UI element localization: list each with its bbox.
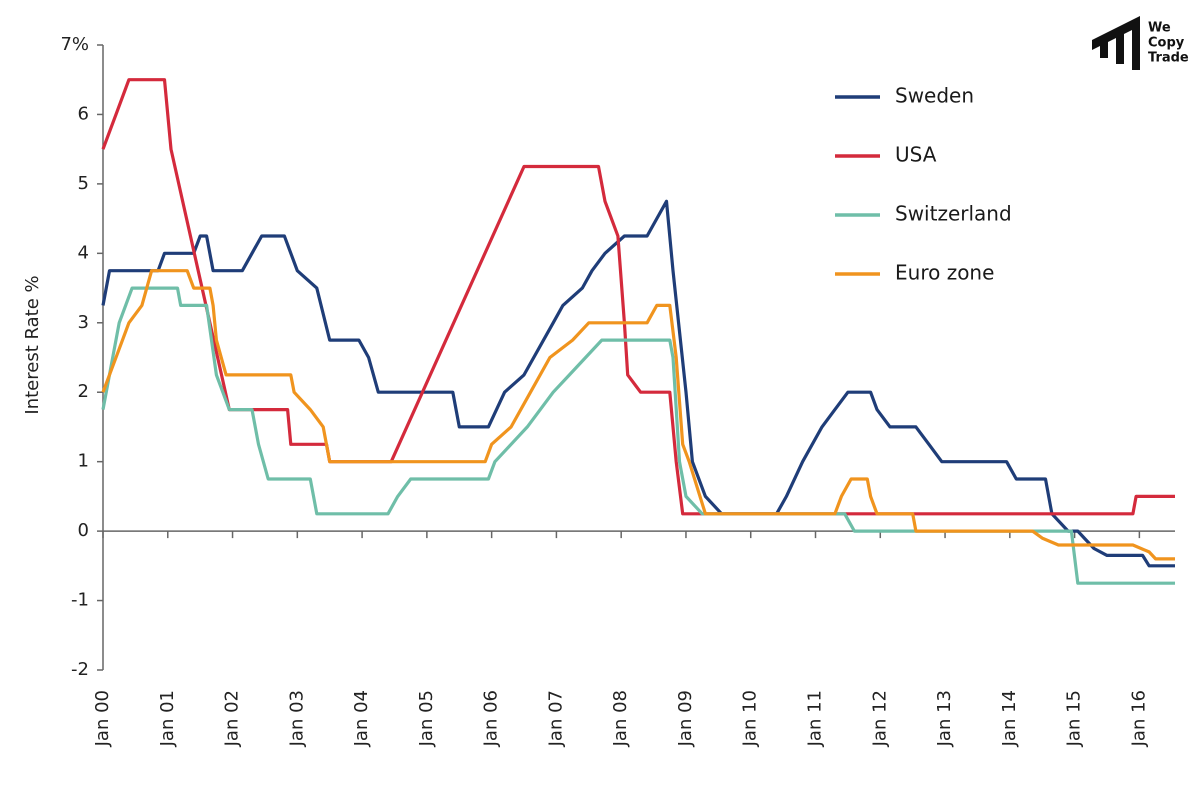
x-tick-label: Jan 06: [481, 690, 502, 747]
x-tick-label: Jan 09: [675, 690, 696, 747]
legend-label: USA: [895, 143, 937, 167]
y-tick-label: 7%: [60, 34, 89, 55]
x-tick-label: Jan 13: [934, 690, 955, 747]
x-tick-label: Jan 15: [1064, 690, 1085, 747]
x-tick-label: Jan 05: [416, 690, 437, 747]
logo-text: Copy: [1148, 36, 1185, 51]
legend-label: Euro zone: [895, 261, 994, 285]
x-tick-label: Jan 10: [740, 690, 761, 747]
x-tick-label: Jan 01: [157, 690, 178, 747]
x-tick-label: Jan 04: [351, 690, 372, 747]
x-tick-label: Jan 11: [805, 690, 826, 747]
series-line: [101, 269, 1175, 561]
series-line: [101, 199, 1175, 568]
legend-label: Switzerland: [895, 202, 1012, 226]
series-line: [101, 286, 1175, 585]
x-tick-label: Jan 00: [92, 690, 113, 747]
y-axis-title: Interest Rate %: [22, 275, 43, 414]
x-tick-label: Jan 08: [610, 690, 631, 747]
y-tick-label: 5: [78, 173, 89, 194]
y-tick-label: 2: [78, 381, 89, 402]
x-tick-label: Jan 14: [999, 690, 1020, 747]
logo-text: Trade: [1148, 51, 1189, 66]
x-tick-label: Jan 02: [222, 690, 243, 747]
logo: We Copy Trade: [1092, 16, 1189, 70]
y-tick-label: 1: [78, 451, 89, 472]
x-tick-label: Jan 03: [286, 690, 307, 747]
legend-label: Sweden: [895, 84, 974, 108]
x-tick-label: Jan 07: [545, 690, 566, 747]
series-line: [101, 78, 1175, 516]
y-tick-label: 4: [78, 242, 89, 263]
y-tick-label: -2: [71, 659, 89, 680]
y-tick-label: -1: [71, 590, 89, 611]
y-tick-label: 3: [78, 312, 89, 333]
logo-text: We: [1148, 21, 1171, 36]
y-tick-label: 6: [78, 103, 89, 124]
x-tick-label: Jan 16: [1128, 690, 1149, 747]
x-tick-label: Jan 12: [869, 690, 890, 747]
y-tick-label: 0: [78, 520, 89, 541]
logo-icon: [1092, 16, 1140, 70]
